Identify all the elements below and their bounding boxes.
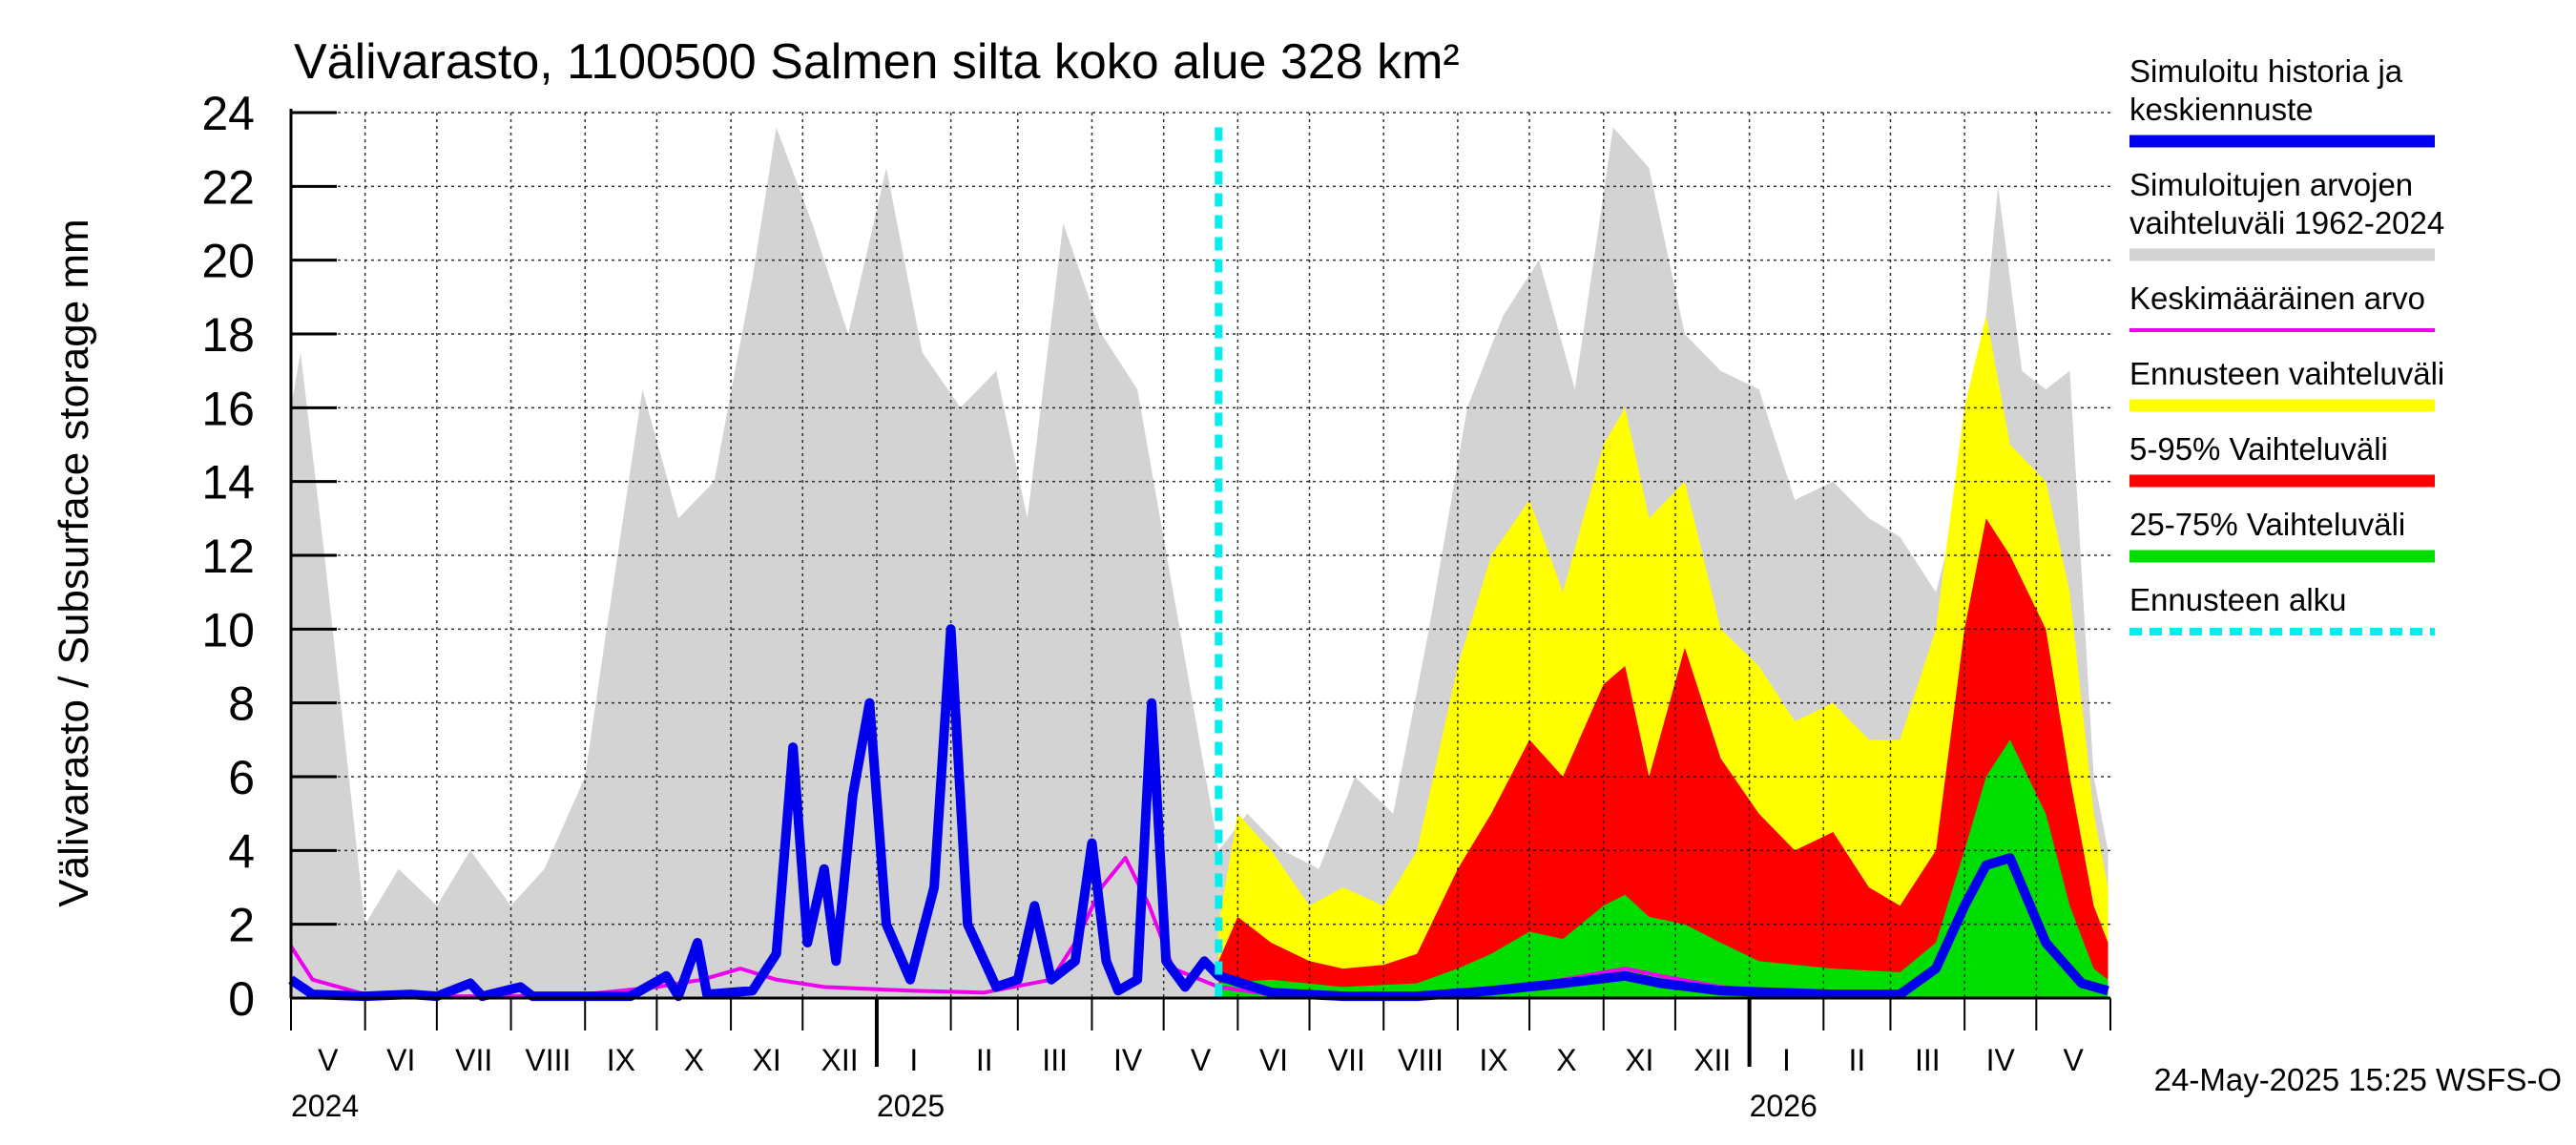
legend-label: keskiennuste [2129,92,2314,127]
month-label: I [909,1043,918,1077]
y-tick-label: 24 [201,87,255,140]
month-label: VIII [1398,1043,1444,1077]
month-label: VII [455,1043,492,1077]
y-tick-label: 20 [201,235,255,288]
legend-label: Ennusteen vaihteluväli [2129,356,2444,391]
series-areas [291,127,2109,998]
y-tick-label: 14 [201,456,255,510]
series-area-3 [1218,739,2109,998]
month-label: VII [1328,1043,1365,1077]
gridlines [291,112,2110,998]
chart-title: Välivarasto, 1100500 Salmen silta koko a… [294,34,1460,90]
x-axis-year-labels: 2024 2025 2026 [291,1089,1818,1123]
year-label: 2026 [1750,1089,1818,1123]
month-label: VI [1259,1043,1288,1077]
month-label: XII [821,1043,859,1077]
legend-label: Keskimääräinen arvo [2129,281,2425,316]
month-label: X [684,1043,704,1077]
y-tick-label: 10 [201,603,255,656]
y-tick-label: 16 [201,382,255,435]
month-label: IX [1479,1043,1507,1077]
month-label: XI [753,1043,781,1077]
month-label: IX [607,1043,635,1077]
year-label: 2025 [877,1089,945,1123]
y-tick-label: 8 [228,677,255,731]
month-label: V [1191,1043,1212,1077]
legend-label: 5-95% Vaihteluväli [2129,431,2388,467]
series-line-5 [288,624,2109,1002]
year-label: 2024 [291,1089,359,1123]
series-lines [288,624,2109,1002]
month-label: V [2063,1043,2084,1077]
timestamp-footer: 24-May-2025 15:25 WSFS-O [2154,1062,2562,1097]
month-label: IV [1986,1043,2016,1077]
legend-label: Simuloitujen arvojen [2129,167,2413,202]
month-label: X [1556,1043,1576,1077]
month-label: VI [386,1043,415,1077]
legend-label: vaihteluväli 1962-2024 [2129,205,2444,240]
month-label: XII [1693,1043,1731,1077]
month-label: I [1782,1043,1791,1077]
month-label: IV [1113,1043,1143,1077]
x-axis-month-labels: V VI VII VIII IX X XI XII I II III IV V VI VII VIII IX X X… [290,998,2111,1077]
y-tick-label: 4 [228,824,255,878]
month-label: V [318,1043,339,1077]
y-axis-label: Välivarasto / Subsurface storage mm [51,219,97,906]
y-tick-label: 2 [228,899,255,952]
month-label: III [1042,1043,1068,1077]
y-tick-label: 6 [228,751,255,804]
month-label: II [1848,1043,1865,1077]
y-tick-label: 22 [201,160,255,214]
legend-label: Ennusteen alku [2129,582,2347,617]
month-label: II [976,1043,993,1077]
month-label: XI [1625,1043,1653,1077]
legend-label: Simuloitu historia ja [2129,53,2403,89]
series-area-1 [1218,315,2109,998]
month-label: VIII [525,1043,571,1077]
series-area-2 [1218,518,2109,998]
month-label: III [1915,1043,1941,1077]
y-tick-label: 0 [228,972,255,1026]
legend-label: 25-75% Vaihteluväli [2129,507,2405,542]
y-tick-label: 18 [201,308,255,362]
y-tick-label: 12 [201,530,255,583]
